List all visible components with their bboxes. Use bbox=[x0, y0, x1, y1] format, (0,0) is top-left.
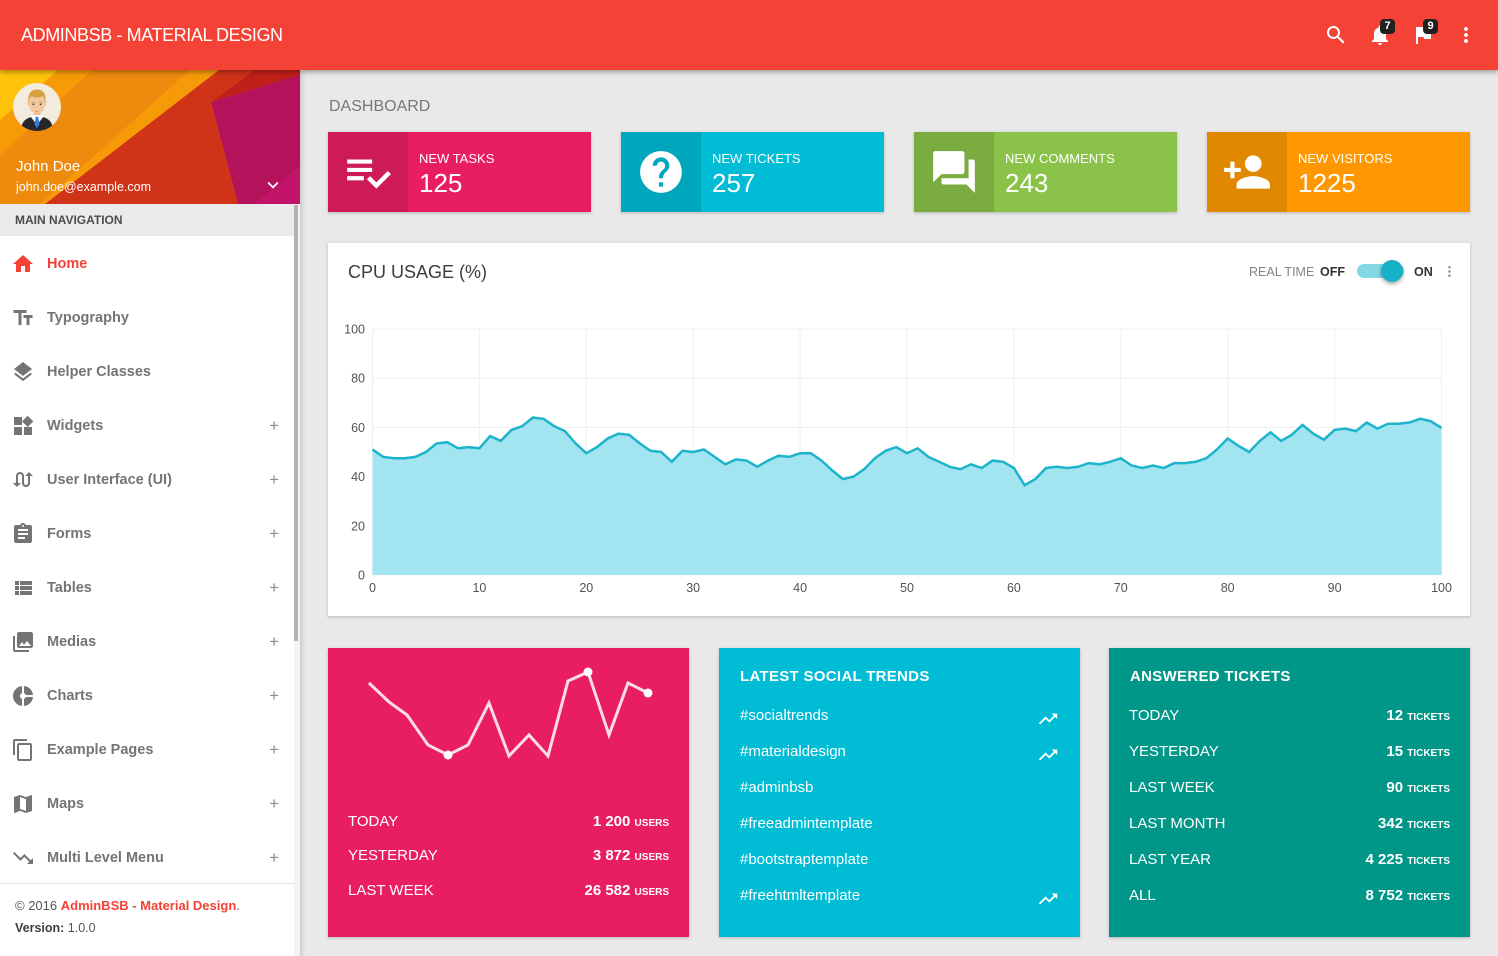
svg-text:0: 0 bbox=[358, 569, 365, 583]
svg-text:100: 100 bbox=[1431, 581, 1452, 595]
svg-text:90: 90 bbox=[1328, 581, 1342, 595]
svg-text:60: 60 bbox=[351, 421, 365, 435]
svg-text:40: 40 bbox=[351, 470, 365, 484]
svg-text:40: 40 bbox=[793, 581, 807, 595]
svg-text:30: 30 bbox=[686, 581, 700, 595]
svg-text:20: 20 bbox=[351, 519, 365, 533]
svg-text:50: 50 bbox=[900, 581, 914, 595]
svg-text:10: 10 bbox=[472, 581, 486, 595]
svg-text:20: 20 bbox=[579, 581, 593, 595]
svg-text:70: 70 bbox=[1114, 581, 1128, 595]
svg-text:100: 100 bbox=[344, 323, 365, 337]
svg-text:0: 0 bbox=[369, 581, 376, 595]
svg-text:80: 80 bbox=[1221, 581, 1235, 595]
svg-text:80: 80 bbox=[351, 372, 365, 386]
svg-text:60: 60 bbox=[1007, 581, 1021, 595]
